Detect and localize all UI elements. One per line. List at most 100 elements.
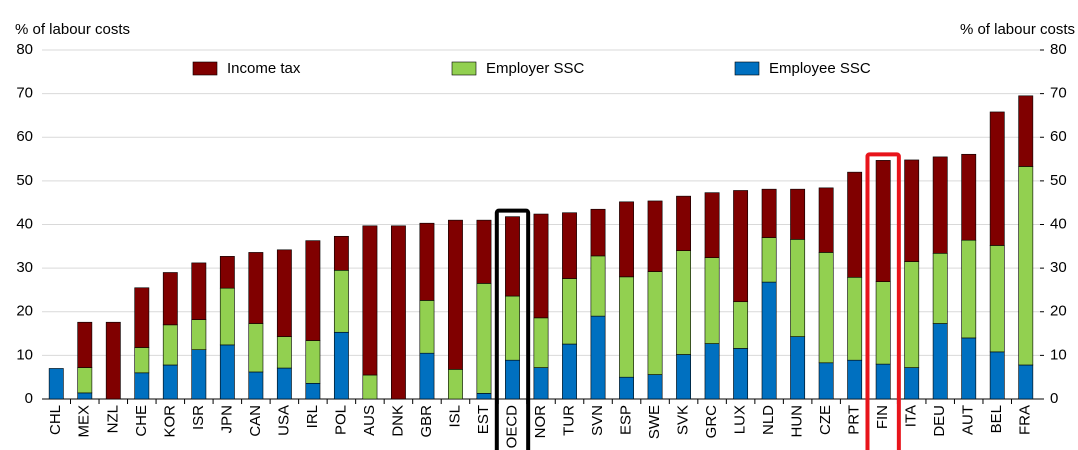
bar-segment xyxy=(191,262,207,320)
bar-segment xyxy=(847,171,863,278)
bar-segment xyxy=(448,369,463,400)
bar-segment xyxy=(704,257,720,344)
bar-segment xyxy=(390,225,406,400)
x-tick-label: NLD xyxy=(760,405,777,435)
bar-segment xyxy=(989,111,1005,246)
x-tick-label: LUX xyxy=(732,405,749,434)
bar-segment xyxy=(790,336,806,400)
bar-segment xyxy=(419,222,435,301)
bar-segment xyxy=(590,255,606,317)
x-tick-label: NOR xyxy=(532,405,549,439)
bar-segment xyxy=(305,240,321,341)
bar-segment xyxy=(904,159,920,262)
y2-tick-label: 60 xyxy=(1050,128,1067,145)
bar-segment xyxy=(961,153,977,241)
bar-segment xyxy=(1018,364,1034,400)
y-tick-label: 20 xyxy=(16,303,33,320)
x-tick-label: AUT xyxy=(960,405,977,435)
bar-segment xyxy=(932,323,948,400)
bar-segment xyxy=(676,354,692,400)
bar-segment xyxy=(904,367,920,400)
bar-segment xyxy=(162,364,178,400)
bar-segment xyxy=(676,250,692,355)
bar-segment xyxy=(733,301,749,349)
bar-segment xyxy=(362,374,378,400)
bar-segment xyxy=(333,331,349,400)
bar-segment xyxy=(676,195,692,251)
x-tick-label: ITA xyxy=(903,405,920,427)
y-tick-label: 70 xyxy=(16,85,33,102)
bar-segment xyxy=(276,367,292,400)
x-tick-label: MEX xyxy=(76,405,93,438)
x-tick-label: FRA xyxy=(1017,405,1034,435)
bar-segment xyxy=(875,160,891,282)
bar-segment xyxy=(733,348,749,400)
bar-segment xyxy=(476,393,492,400)
x-tick-label: SVN xyxy=(589,405,606,436)
bar-segment xyxy=(219,287,235,346)
bar-segment xyxy=(162,272,178,326)
bar-segment xyxy=(647,271,663,375)
bar-segment xyxy=(761,188,777,238)
x-tick-label: DNK xyxy=(389,405,406,437)
bar-segment xyxy=(333,270,349,333)
y-tick-label: 30 xyxy=(16,259,33,276)
x-tick-label: CZE xyxy=(817,405,834,435)
bar-segment xyxy=(818,252,834,364)
bar-segment xyxy=(505,216,520,297)
y-tick-label: 50 xyxy=(16,172,33,189)
legend-label: Employee SSC xyxy=(769,60,871,77)
x-tick-label: CHE xyxy=(133,405,150,437)
x-tick-label: OECD xyxy=(503,405,520,449)
bar-segment xyxy=(818,187,834,253)
bar-segment xyxy=(562,212,577,279)
bar-segment xyxy=(590,315,606,400)
highlight-box xyxy=(865,152,901,450)
x-tick-label: SWE xyxy=(646,405,663,439)
x-tick-label: USA xyxy=(275,405,292,436)
bar-segment xyxy=(1018,95,1034,167)
bar-segment xyxy=(704,192,720,258)
bar-segment xyxy=(562,343,577,400)
bar-segment xyxy=(191,319,207,351)
x-tick-label: ISL xyxy=(446,405,463,428)
bar-segment xyxy=(134,372,150,400)
y-tick-label: 10 xyxy=(16,346,33,363)
bar-segment xyxy=(419,300,435,354)
legend-swatch xyxy=(192,61,218,76)
bar-segment xyxy=(904,261,920,368)
legend-swatch xyxy=(734,61,760,76)
y2-tick-label: 30 xyxy=(1050,259,1067,276)
bar-segment xyxy=(875,363,891,400)
bar-segment xyxy=(476,219,492,284)
legend-label: Employer SSC xyxy=(486,60,585,77)
y2-tick-label: 0 xyxy=(1050,390,1058,407)
bar-segment xyxy=(647,200,663,272)
x-tick-label: GBR xyxy=(418,405,435,438)
bar-segment xyxy=(219,344,235,400)
bar-segment xyxy=(77,367,93,394)
x-tick-label: JPN xyxy=(218,405,235,433)
bar-segment xyxy=(533,317,549,368)
bar-segment xyxy=(790,239,806,337)
highlight-box xyxy=(494,208,531,450)
y-axis-label: % of labour costs xyxy=(15,21,130,38)
bar-segment xyxy=(448,219,463,370)
bar-segment xyxy=(790,188,806,240)
y-tick-label: 0 xyxy=(25,390,33,407)
bar-segment xyxy=(733,190,749,303)
bar-segment xyxy=(1018,166,1034,366)
x-tick-label: AUS xyxy=(361,405,378,436)
bar-segment xyxy=(590,208,606,257)
x-tick-label: EST xyxy=(475,405,492,434)
bar-segment xyxy=(619,376,634,400)
bar-segment xyxy=(248,252,264,324)
bar-segment xyxy=(134,347,150,374)
x-tick-label: CAN xyxy=(247,405,264,437)
x-tick-label: BEL xyxy=(988,405,1005,433)
bar-segment xyxy=(476,283,492,394)
bar-segment xyxy=(961,239,977,339)
bar-segment xyxy=(248,371,264,400)
legend-swatch xyxy=(451,61,477,76)
